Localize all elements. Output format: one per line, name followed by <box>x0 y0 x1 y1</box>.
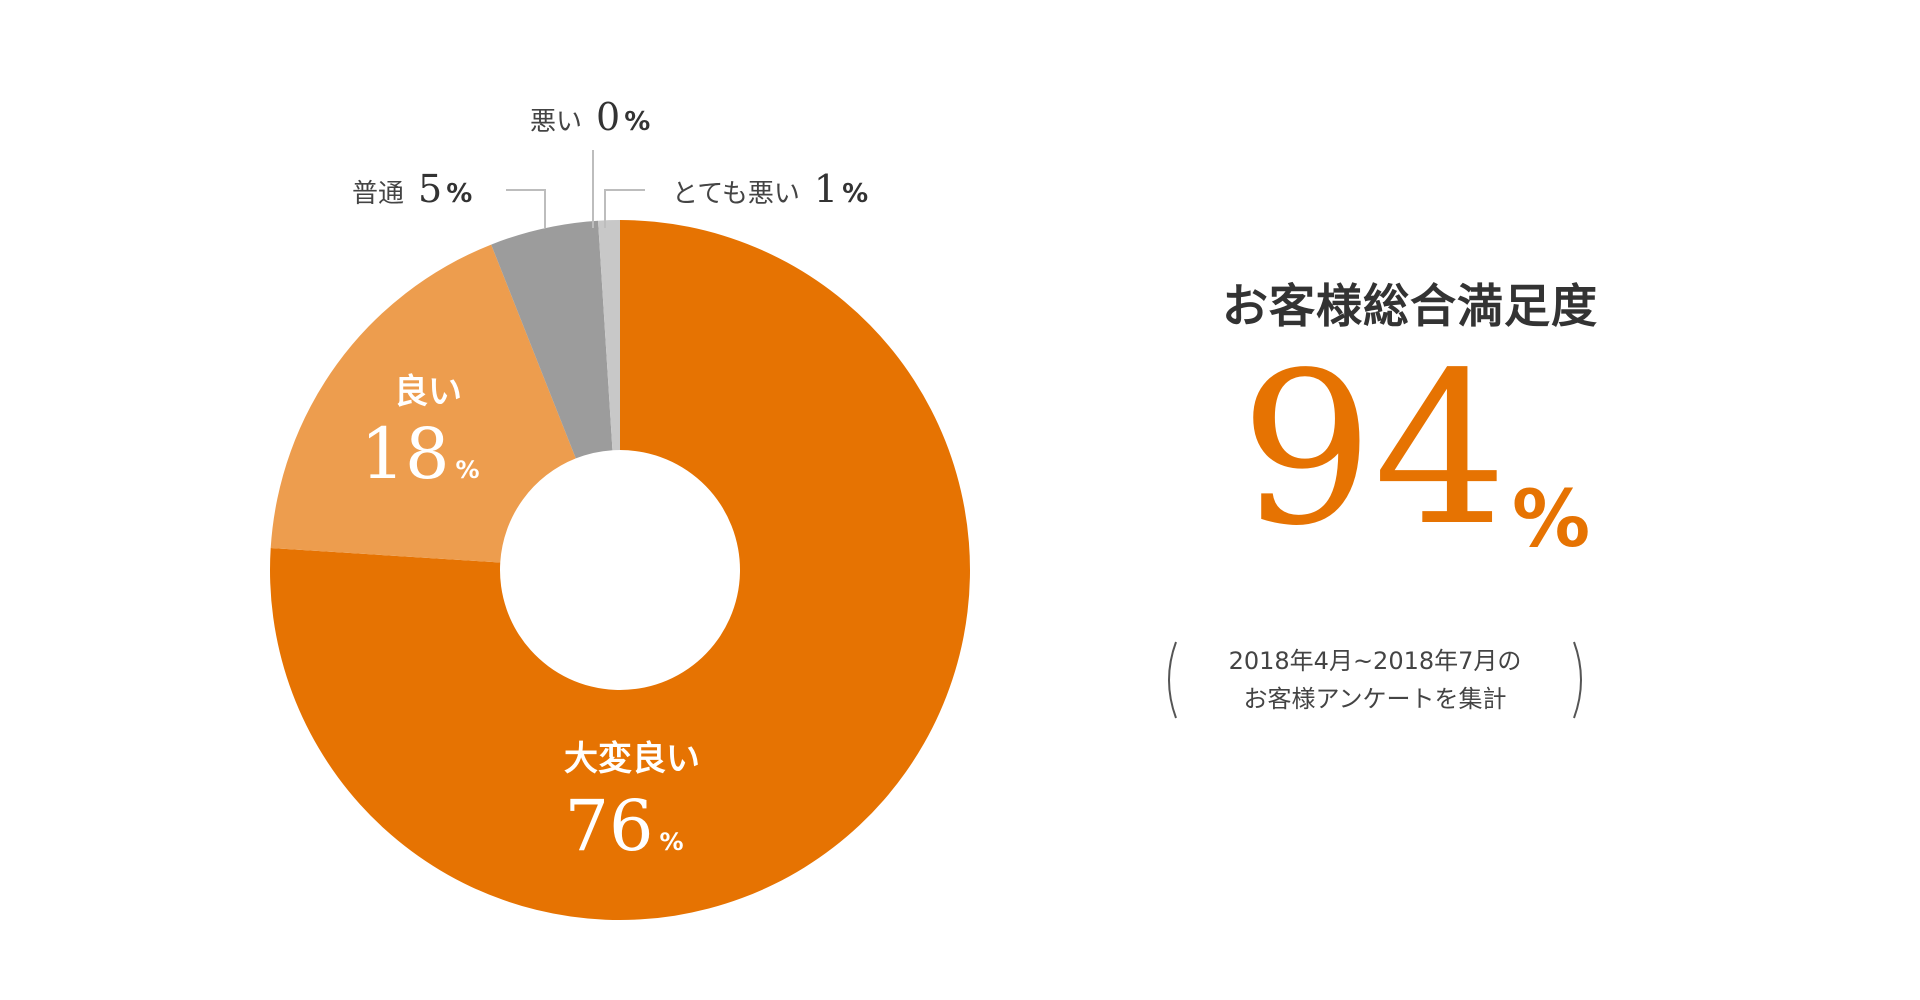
slice-5-wedge <box>598 220 620 451</box>
left-paren-icon <box>1168 641 1177 719</box>
right-paren-icon <box>1573 641 1582 719</box>
survey-note-line-2: お客様アンケートを集計 <box>1243 685 1507 713</box>
slice-2-name-label: 良い <box>394 372 462 412</box>
slice-5-label: とても悪い 1% <box>672 167 868 211</box>
slice-1-value-label: 76% <box>564 785 683 867</box>
summary-title: お客様総合満足度 <box>1222 279 1598 333</box>
summary-value: 94 <box>1240 327 1508 572</box>
satisfaction-summary: お客様総合満足度 94 % 2018年4月~2018年7月の お客様アンケートを… <box>1168 270 1650 719</box>
slice-4-label: 悪い 0% <box>530 95 650 139</box>
slice-3-label: 普通 5% <box>352 167 472 211</box>
slice-2-value-label: 18% <box>360 413 479 495</box>
survey-note-line-1: 2018年4月~2018年7月の <box>1228 647 1522 675</box>
slice-1-wedge <box>269 220 970 921</box>
survey-note: 2018年4月~2018年7月の お客様アンケートを集計 <box>1160 640 1590 730</box>
slice-2-wedge <box>270 244 576 563</box>
slice-3-leader-line <box>506 189 546 228</box>
slice-1-name-label: 大変良い <box>564 739 700 779</box>
slice-3-wedge <box>491 220 613 459</box>
survey-note-text: 2018年4月~2018年7月の お客様アンケートを集計 <box>1190 642 1560 718</box>
summary-percent-sign: % <box>1512 475 1591 565</box>
slice-5-leader-line <box>604 189 645 228</box>
summary-value-block: 94 % <box>1240 330 1600 570</box>
